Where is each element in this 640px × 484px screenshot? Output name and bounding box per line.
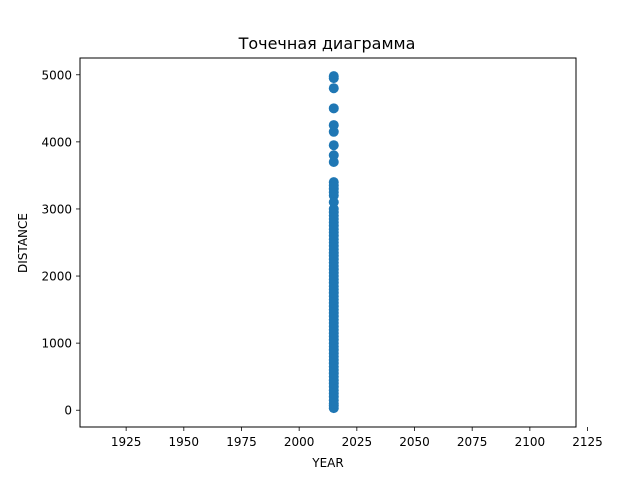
x-tick-label: 2050 [399,435,430,449]
x-tick-label: 2075 [457,435,488,449]
y-tick-label: 1000 [41,337,72,351]
y-tick-label: 2000 [41,270,72,284]
ticks-layer: 1925 1950 1975 2000 2025 2050 2075 2100 2125 0 100… [41,68,602,449]
y-tick-label: 4000 [41,135,72,149]
scatter-point [328,83,339,94]
scatter-point [328,120,339,131]
scatter-point [328,150,339,161]
scatter-point [328,71,339,82]
chart-title: Точечная диаграмма [238,34,416,53]
x-tick-label: 2000 [284,435,315,449]
x-tick-label: 2125 [572,435,603,449]
scatter-point [328,197,339,208]
x-tick-label: 2025 [342,435,373,449]
y-tick-label: 0 [64,404,72,418]
scatter-point [328,103,339,114]
scatter-point [328,180,339,191]
y-axis-label: DISTANCE [16,213,30,273]
y-tick-label: 3000 [41,202,72,216]
points-layer [328,71,339,414]
plot-frame [79,57,577,428]
x-tick-label: 2100 [515,435,546,449]
x-axis-label: YEAR [311,456,343,470]
x-tick-label: 1925 [111,435,142,449]
y-tick-label: 5000 [41,68,72,82]
scatter-point [328,140,339,151]
x-tick-label: 1975 [226,435,257,449]
x-tick-label: 1950 [169,435,200,449]
